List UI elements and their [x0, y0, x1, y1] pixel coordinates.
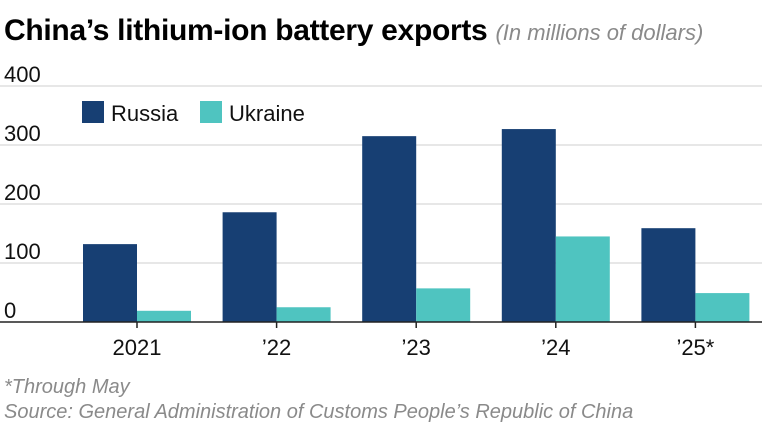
legend-swatch-ukraine [200, 101, 222, 123]
source-note: Source: General Administration of Custom… [4, 401, 634, 423]
chart-subtitle: (In millions of dollars) [495, 20, 704, 45]
x-tick-label-3: ’24 [541, 335, 570, 360]
bar-russia-0 [83, 244, 137, 322]
x-tick-label-4: ’25* [676, 335, 714, 360]
bar-ukraine-0 [137, 310, 191, 322]
x-tick-label-0: 2021 [113, 335, 162, 360]
legend-label-russia: Russia [111, 101, 179, 126]
legend-label-ukraine: Ukraine [229, 101, 305, 126]
x-tick-label-1: ’22 [262, 335, 291, 360]
bar-russia-2 [362, 136, 417, 322]
y-tick-label-100: 100 [4, 239, 41, 264]
chart-title: China’s lithium-ion battery exports [4, 14, 488, 47]
bar-russia-4 [641, 228, 696, 322]
bars [83, 129, 750, 322]
bar-russia-3 [501, 129, 556, 322]
bar-ukraine-3 [555, 236, 610, 322]
bar-russia-1 [222, 212, 277, 322]
axes: 0 100 200 300 400 2021 ’22 ’23 ’24 ’25* [0, 62, 762, 360]
legend: Russia Ukraine [82, 101, 305, 126]
title-row: China’s lithium-ion battery exports (In m… [4, 14, 703, 48]
footnote: *Through May [4, 376, 130, 398]
legend-swatch-russia [82, 101, 104, 123]
y-tick-label-300: 300 [4, 121, 41, 146]
y-tick-label-0: 0 [4, 298, 16, 323]
bar-ukraine-1 [276, 307, 331, 322]
y-tick-label-400: 400 [4, 62, 41, 87]
bar-ukraine-2 [416, 288, 471, 322]
bar-ukraine-4 [695, 293, 750, 322]
y-tick-label-200: 200 [4, 180, 41, 205]
x-tick-label-2: ’23 [402, 335, 431, 360]
bar-chart: 0 100 200 300 400 2021 ’22 ’23 ’24 ’25* Russia Uk… [0, 62, 762, 360]
